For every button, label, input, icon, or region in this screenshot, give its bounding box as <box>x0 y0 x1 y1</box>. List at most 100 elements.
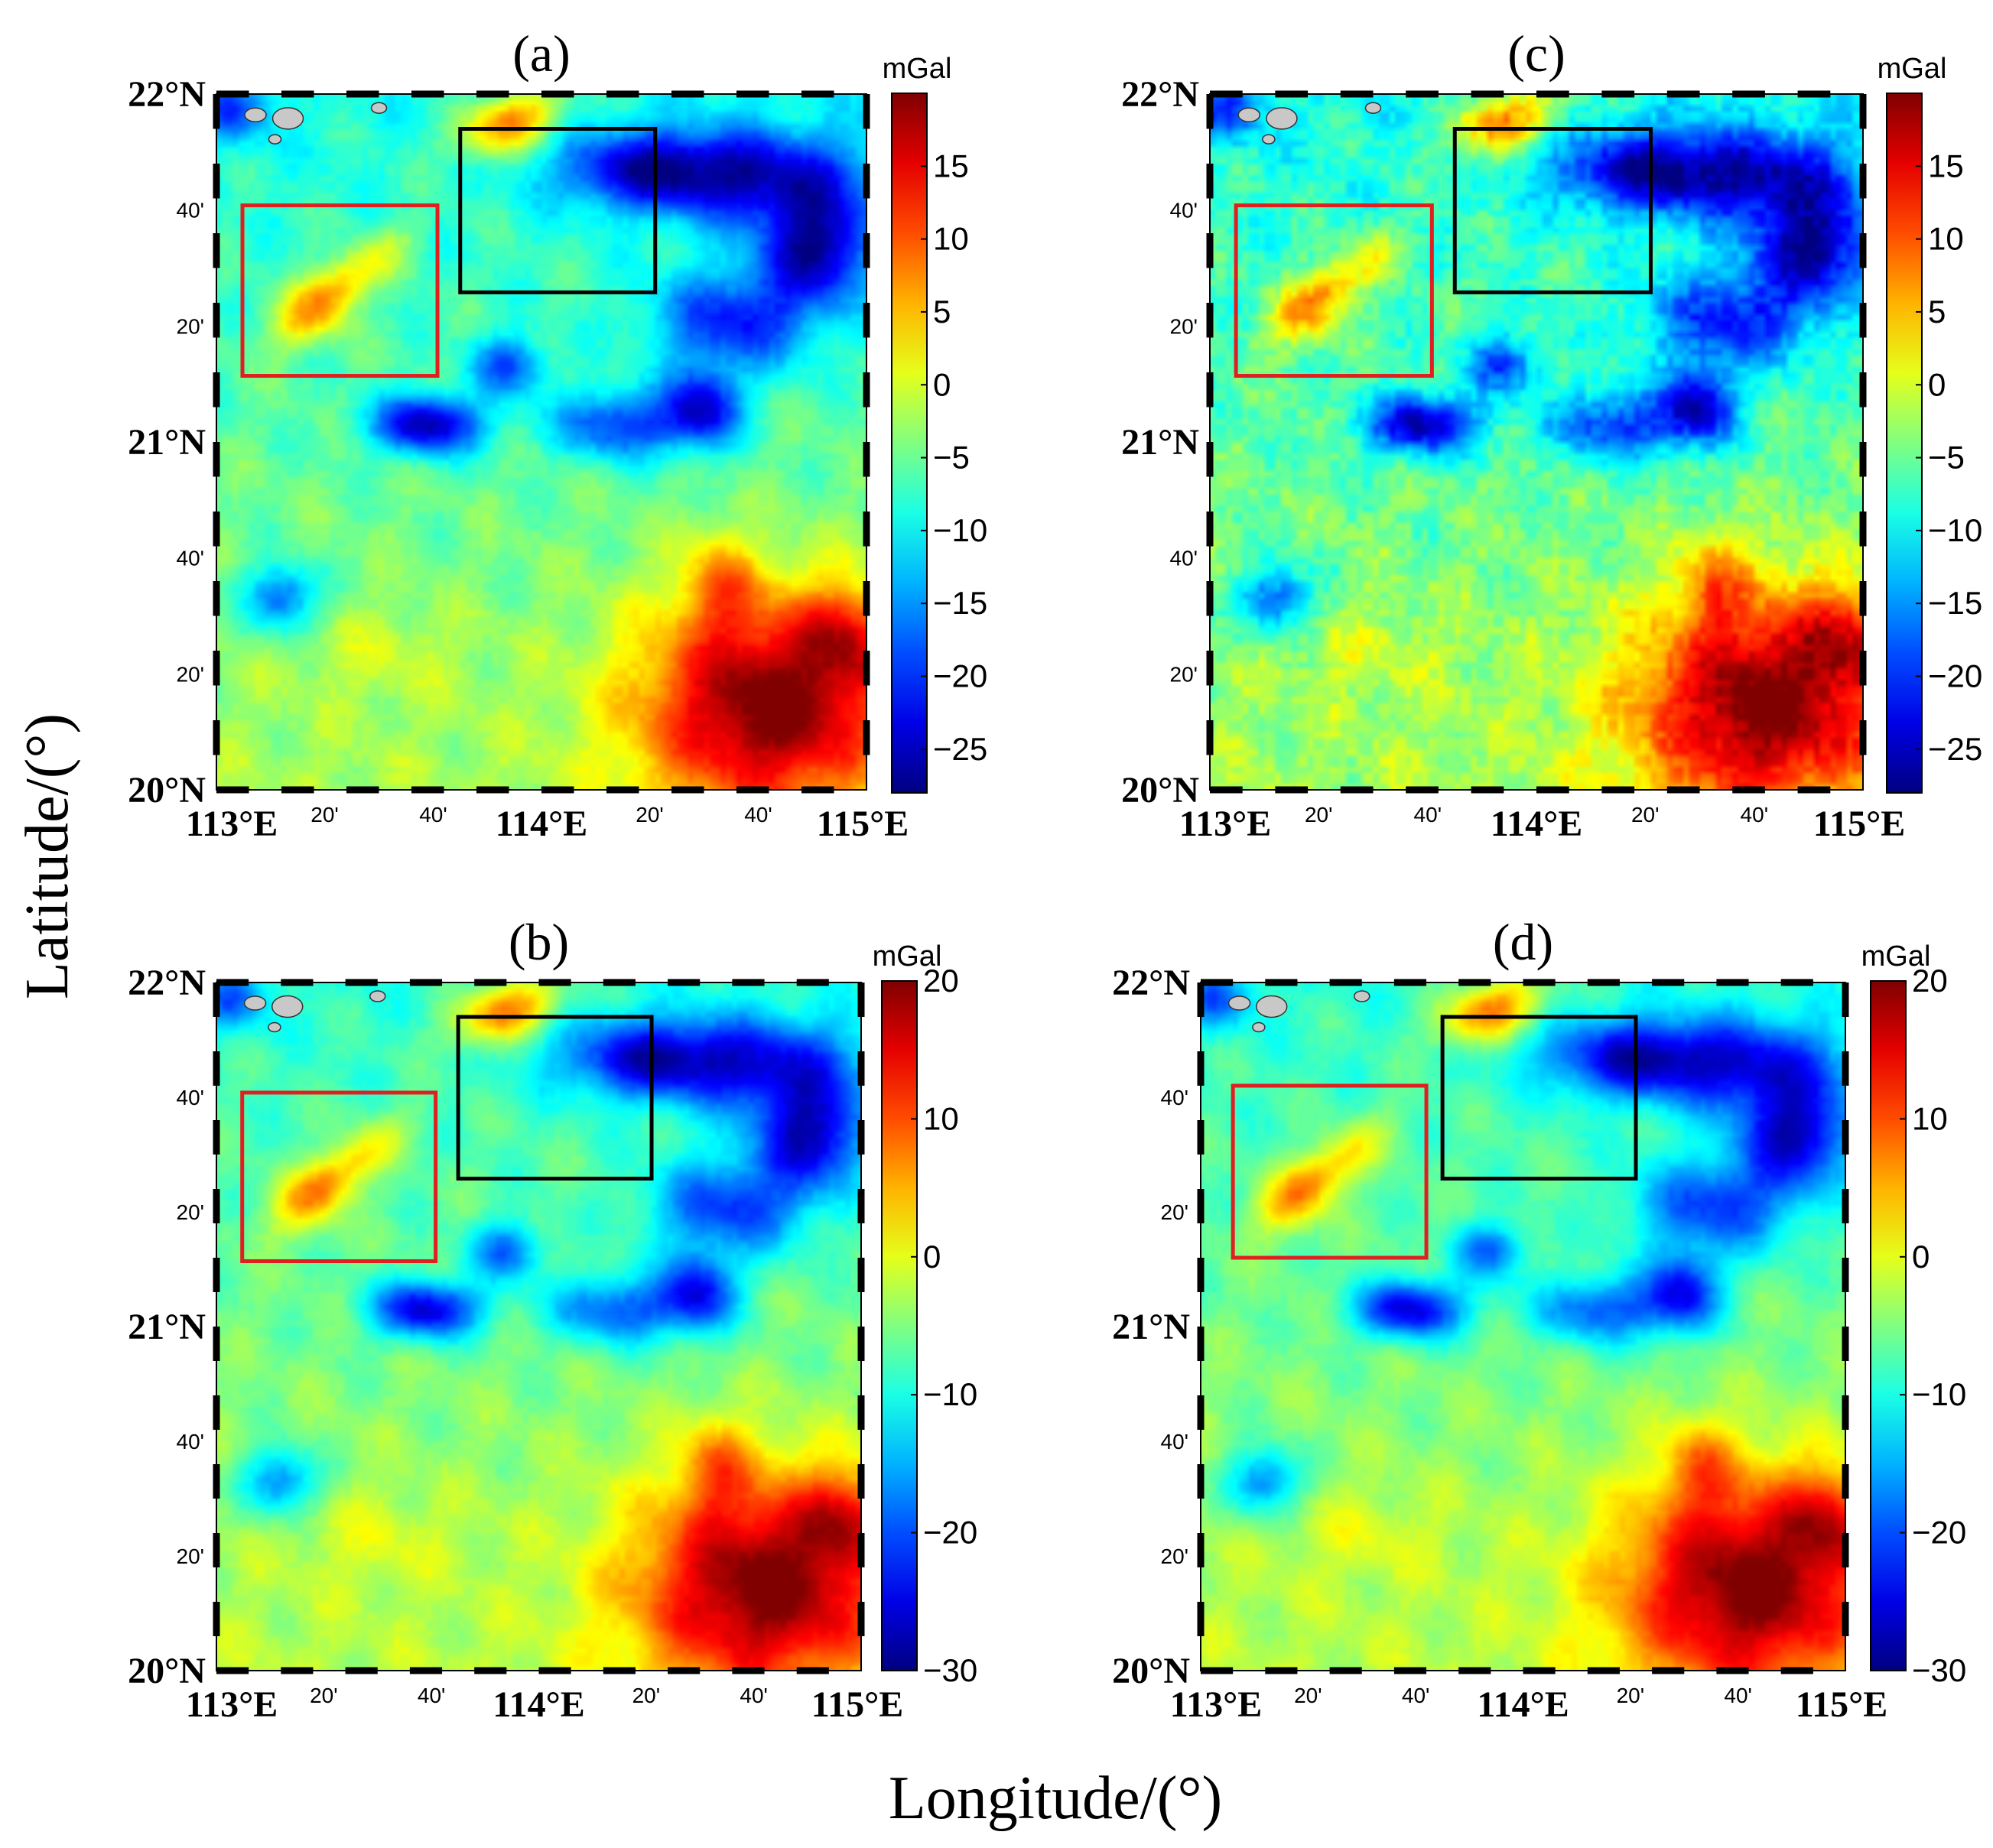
x-tick-label: 115°E <box>811 1684 904 1725</box>
frame-dash <box>213 372 220 408</box>
frame-dash <box>213 651 220 686</box>
colorbar-tick-label: −5 <box>1928 440 1965 476</box>
frame-dash <box>1458 979 1491 986</box>
red-box-d <box>1231 1083 1429 1260</box>
frame-dash <box>606 786 639 794</box>
frame-dash <box>1393 979 1427 986</box>
frame-dash <box>1265 1667 1298 1674</box>
frame-dash <box>216 90 249 98</box>
colorbar-tick-label: 5 <box>1928 294 1946 330</box>
island-shape <box>370 102 388 114</box>
y-minor-tick-label: 20' <box>1170 662 1198 686</box>
frame-dash <box>1716 979 1749 986</box>
frame-dash <box>1732 786 1765 794</box>
frame-dash <box>346 786 379 794</box>
frame-dash <box>857 1258 865 1292</box>
frame-dash <box>603 979 636 986</box>
frame-dash <box>213 512 220 547</box>
frame-dash <box>1780 1667 1813 1674</box>
frame-dash <box>213 164 220 199</box>
frame-dash <box>1406 90 1439 98</box>
frame-dash <box>213 1395 220 1430</box>
frame-dash <box>1859 720 1867 755</box>
frame-dash <box>1329 979 1362 986</box>
frame-dash <box>1210 786 1243 794</box>
y-minor-tick-label: 20' <box>1161 1544 1189 1568</box>
frame-dash <box>1842 982 1849 1017</box>
y-tick-label: 22°N <box>1112 963 1190 1003</box>
frame-dash <box>857 1395 865 1430</box>
frame-dash <box>345 1667 378 1674</box>
frame-dash <box>216 786 249 794</box>
frame-dash <box>216 979 249 986</box>
colorbar-d <box>1870 980 1907 1671</box>
panel-title-b: (b) <box>509 913 569 971</box>
frame-dash <box>1265 979 1298 986</box>
frame-dash <box>213 720 220 755</box>
island-shape <box>1266 107 1298 130</box>
frame-dash <box>671 786 704 794</box>
frame-dash <box>541 786 574 794</box>
heatmap-a <box>216 94 866 790</box>
y-minor-tick-label: 40' <box>177 1086 205 1109</box>
island-shape <box>1252 1021 1266 1033</box>
frame-dash <box>857 982 865 1017</box>
frame-dash <box>1536 90 1569 98</box>
colorbar-tick-label: 10 <box>1928 221 1964 257</box>
frame-dash <box>732 979 765 986</box>
frame-dash <box>538 979 571 986</box>
panel-c: (c) 113°E 114°E 115°E 20' 40' 20' 40' 22°N 21°N 20… <box>1121 24 1982 844</box>
colorbar-tick-label: −20 <box>933 658 987 694</box>
frame-dash <box>857 1602 865 1636</box>
frame-dash <box>1197 1051 1205 1086</box>
frame-dash <box>1859 233 1867 268</box>
y-axis-label: Latitude/(°) <box>14 713 81 999</box>
frame-dash <box>1340 90 1374 98</box>
frame-dash <box>1201 979 1234 986</box>
frame-dash <box>857 1464 865 1499</box>
frame-dash <box>857 1327 865 1361</box>
frame-dash <box>1206 581 1214 616</box>
x-minor-tick-label: 20' <box>1305 803 1333 827</box>
frame-dash <box>345 979 378 986</box>
frame-dash <box>1842 1258 1849 1292</box>
frame-dash <box>474 979 507 986</box>
x-minor-tick-label: 40' <box>1741 803 1769 827</box>
frame-dash <box>796 1667 829 1674</box>
x-tick-label: 115°E <box>817 804 909 844</box>
frame-dash <box>476 786 509 794</box>
frame-dash <box>1859 372 1867 408</box>
frame-dash <box>411 786 444 794</box>
frame-dash <box>538 1667 571 1674</box>
frame-dash <box>1275 786 1309 794</box>
x-tick-label: 113°E <box>186 1684 278 1725</box>
y-tick-label: 20°N <box>128 770 206 810</box>
y-tick-label: 22°N <box>128 963 206 1003</box>
frame-dash <box>1197 1120 1205 1155</box>
red-box-b <box>240 1090 438 1263</box>
frame-dash <box>1197 1395 1205 1430</box>
island-shape <box>244 107 267 123</box>
colorbar-tick-label: 20 <box>923 963 959 999</box>
x-minor-tick-label: 20' <box>1294 1684 1322 1707</box>
y-minor-tick-label: 20' <box>177 1200 205 1224</box>
heatmap-c <box>1210 94 1863 790</box>
island-shape <box>1237 107 1260 123</box>
frame-dash <box>1206 442 1214 477</box>
island-shape <box>1354 990 1370 1002</box>
y-tick-label: 20°N <box>1112 1651 1190 1691</box>
frame-dash <box>213 1327 220 1361</box>
frame-dash <box>1842 1395 1849 1430</box>
frame-dash <box>1536 786 1569 794</box>
x-minor-tick-label: 20' <box>636 803 664 827</box>
y-minor-tick-label: 40' <box>1170 547 1198 570</box>
frame-dash <box>213 1258 220 1292</box>
y-tick-label: 21°N <box>128 422 206 463</box>
frame-dash <box>1842 1602 1849 1636</box>
frame-dash <box>1601 90 1635 98</box>
y-minor-tick-label: 40' <box>1161 1086 1189 1109</box>
frame-dash <box>857 1051 865 1086</box>
frame-dash <box>1716 1667 1749 1674</box>
x-axis-label: Longitude/(°) <box>889 1765 1222 1832</box>
